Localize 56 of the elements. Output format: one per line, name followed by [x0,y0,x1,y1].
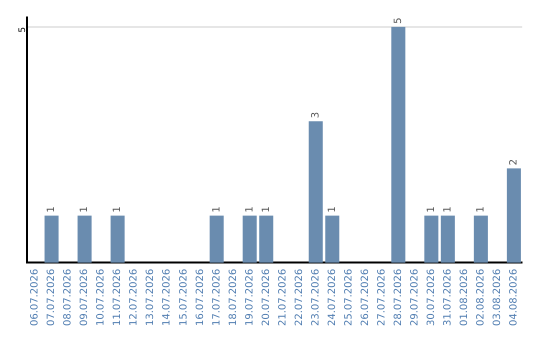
x-tick-label: 01.08.2026 [458,268,470,326]
bar [259,216,274,263]
bar [506,168,521,263]
x-tick-label: 07.07.2026 [46,268,58,326]
data-label: 2 [508,159,520,166]
x-tick-label: 16.07.2026 [194,268,206,326]
x-tick-label: 17.07.2026 [211,268,222,326]
bar [78,216,92,263]
x-tick-label: 26.07.2026 [360,268,371,326]
bar [424,216,438,263]
data-label: 1 [244,206,256,213]
data-label: 1 [260,206,272,213]
x-tick-label: 03.08.2026 [492,268,503,326]
data-label: 1 [442,206,454,213]
data-label: 1 [211,206,222,213]
bar [210,216,224,263]
x-tick-label: 11.07.2026 [112,268,124,326]
x-tick-label: 09.07.2026 [79,268,90,326]
x-tick-label: 23.07.2026 [310,268,322,326]
x-tick-label: 25.07.2026 [343,268,354,326]
x-tick-label: 13.07.2026 [145,268,156,326]
data-label: 1 [426,206,437,213]
x-tick-label: 30.07.2026 [426,268,437,326]
data-label: 1 [475,206,486,213]
x-tick-label: 19.07.2026 [244,268,256,326]
x-tick-label: 15.07.2026 [178,268,190,326]
x-tick-label: 18.07.2026 [228,268,239,326]
data-label: 1 [326,206,338,213]
bar [474,216,488,263]
x-tick-label: 27.07.2026 [376,268,388,326]
data-label: 3 [310,112,322,118]
bar [242,216,257,263]
x-tick-label: 22.07.2026 [294,268,305,326]
x-tick-label: 10.07.2026 [96,268,107,326]
x-tick-label: 29.07.2026 [409,268,420,326]
data-label: 5 [392,17,404,24]
data-label: 1 [112,206,124,213]
x-tick-label: 04.08.2026 [508,268,520,326]
x-tick-label: 12.07.2026 [128,268,140,326]
bar [325,216,340,263]
bar [44,216,59,263]
x-tick-label: 08.07.2026 [62,268,74,326]
x-tick-label: 14.07.2026 [162,268,173,326]
bar [391,26,406,263]
x-tick-label: 28.07.2026 [392,268,404,326]
x-tick-label: 20.07.2026 [260,268,272,326]
x-tick-label: 31.07.2026 [442,268,454,326]
data-label: 1 [46,206,58,213]
data-label: 1 [79,206,90,213]
x-tick-label: 24.07.2026 [326,268,338,326]
x-tick-label: 02.08.2026 [475,268,486,326]
bar [110,216,125,263]
bar [308,121,323,263]
bar [440,216,455,263]
x-tick-label: 06.07.2026 [30,268,41,326]
x-tick-label: 21.07.2026 [277,268,288,326]
